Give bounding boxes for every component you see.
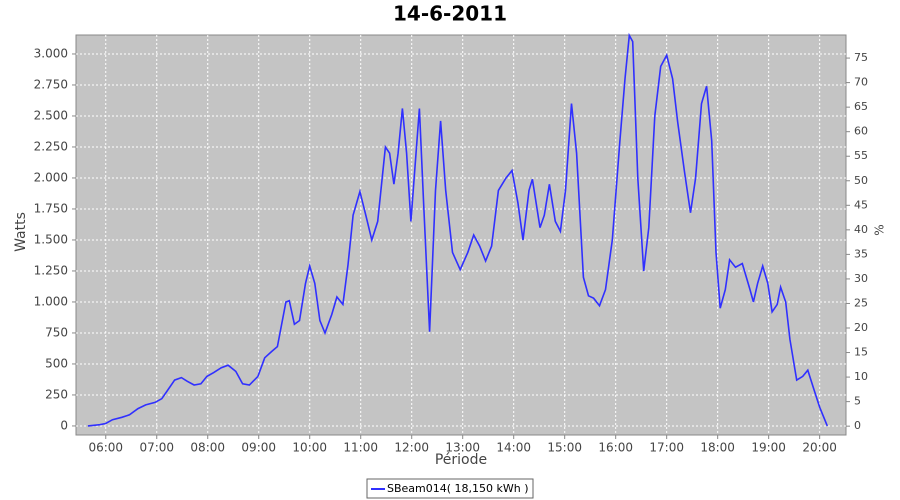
y2-tick-label: 5 bbox=[854, 395, 861, 408]
y2-tick-label: 55 bbox=[854, 149, 868, 162]
y-tick-label: 2.750 bbox=[34, 77, 68, 91]
y-tick-label: 3.000 bbox=[34, 46, 68, 60]
y-tick-label: 1.750 bbox=[34, 201, 68, 215]
y2-tick-label: 20 bbox=[854, 321, 868, 334]
x-tick-label: 09:00 bbox=[241, 441, 276, 455]
y2-tick-label: 70 bbox=[854, 76, 868, 89]
x-tick-label: 19:00 bbox=[751, 441, 786, 455]
x-tick-label: 16:00 bbox=[598, 441, 633, 455]
x-tick-label: 13:00 bbox=[445, 441, 480, 455]
y-tick-label: 2.000 bbox=[34, 170, 68, 184]
y-tick-label: 1.500 bbox=[34, 232, 68, 246]
y2-tick-label: 15 bbox=[854, 346, 868, 359]
x-tick-label: 15:00 bbox=[547, 441, 582, 455]
y-tick-label: 2.250 bbox=[34, 139, 68, 153]
y2-tick-label: 0 bbox=[854, 419, 861, 432]
x-axis-label: Période bbox=[435, 452, 487, 468]
y2-tick-label: 45 bbox=[854, 198, 868, 211]
series-line bbox=[87, 32, 829, 427]
y2-tick-label: 65 bbox=[854, 100, 868, 113]
y2-tick-label: 35 bbox=[854, 247, 868, 260]
x-tick-label: 17:00 bbox=[649, 441, 684, 455]
x-tick-label: 10:00 bbox=[292, 441, 327, 455]
x-tick-label: 11:00 bbox=[343, 441, 378, 455]
legend-box bbox=[366, 478, 534, 499]
plot-area bbox=[75, 34, 847, 436]
y2-tick-label: 40 bbox=[854, 223, 868, 236]
x-tick-label: 08:00 bbox=[190, 441, 225, 455]
y-tick-label: 250 bbox=[45, 387, 68, 401]
y2-tick-label: 50 bbox=[854, 174, 868, 187]
y2-tick-label: 75 bbox=[854, 51, 868, 64]
chart-title: 14-6-2011 bbox=[393, 2, 507, 26]
x-tick-label: 14:00 bbox=[496, 441, 531, 455]
y-tick-label: 1.250 bbox=[34, 263, 68, 277]
y2-tick-label: 25 bbox=[854, 296, 868, 309]
y-axis-label: Watts bbox=[13, 212, 29, 252]
y2-tick-label: 30 bbox=[854, 272, 868, 285]
y-tick-label: 0 bbox=[60, 418, 68, 432]
y-tick-label: 500 bbox=[45, 356, 68, 370]
legend-label: SBeam014( 18,150 kWh ) bbox=[387, 482, 529, 495]
x-tick-label: 06:00 bbox=[88, 441, 123, 455]
y2-axis-label: % bbox=[873, 224, 887, 235]
x-tick-label: 12:00 bbox=[394, 441, 429, 455]
y2-tick-label: 10 bbox=[854, 370, 868, 383]
y2-tick-label: 60 bbox=[854, 125, 868, 138]
x-tick-label: 18:00 bbox=[700, 441, 735, 455]
y-tick-label: 1.000 bbox=[34, 294, 68, 308]
y-tick-label: 2.500 bbox=[34, 108, 68, 122]
y-tick-label: 750 bbox=[45, 325, 68, 339]
x-tick-label: 07:00 bbox=[139, 441, 174, 455]
x-tick-label: 20:00 bbox=[802, 441, 837, 455]
